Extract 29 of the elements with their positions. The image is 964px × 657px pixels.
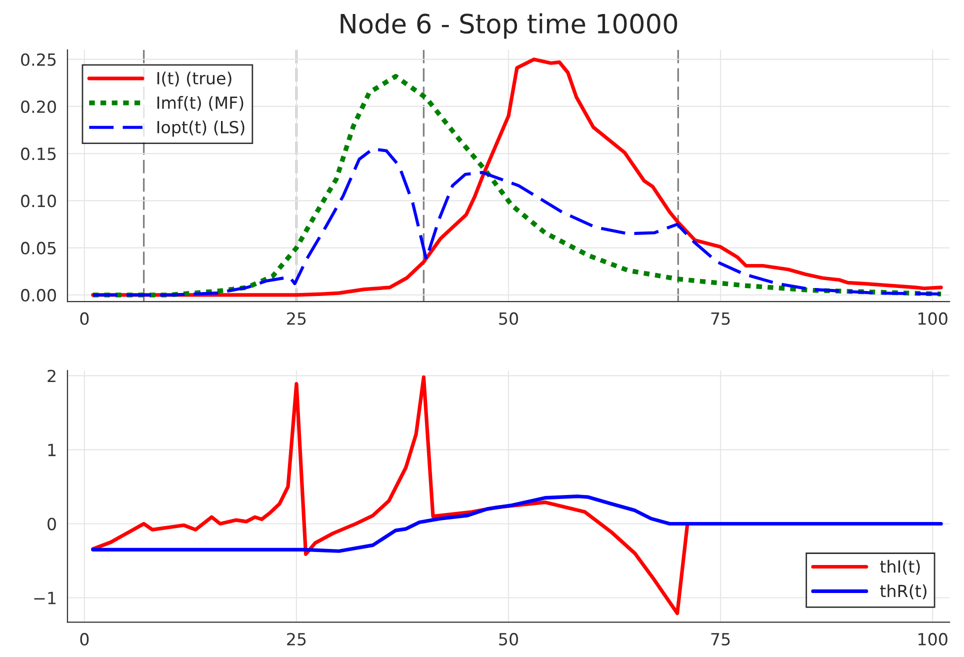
y-tick-label: 0.20 — [21, 100, 56, 114]
x-tick-label: 50 — [499, 632, 518, 646]
legend-label: thR(t) — [880, 584, 926, 600]
x-tick-label: 0 — [80, 632, 89, 646]
line-series — [91, 375, 690, 616]
y-tick-label: 0.05 — [21, 242, 56, 254]
y-tick-label: 1 — [48, 444, 56, 456]
legend-label: Imf(t) (MF) — [157, 96, 244, 111]
line-series — [91, 147, 943, 296]
legend-label: Iopt(t) (LS) — [157, 120, 244, 137]
x-tick-label: 75 — [711, 633, 730, 646]
y-tick-label: 2 — [48, 370, 56, 382]
x-tick-label: 75 — [711, 312, 730, 325]
x-tick-label: 50 — [499, 312, 518, 325]
y-tick-label: 0.15 — [21, 148, 56, 160]
line-series — [91, 494, 943, 553]
legend-label: I(t) (true) — [157, 72, 232, 86]
x-tick-label: 0 — [80, 312, 89, 325]
y-tick-label: 0.25 — [21, 53, 56, 66]
y-tick-label: 0.10 — [21, 194, 56, 208]
y-tick-label: −1 — [34, 592, 56, 604]
x-tick-label: 100 — [918, 632, 948, 646]
y-tick-label: 0.00 — [21, 288, 56, 302]
x-tick-label: 25 — [287, 632, 306, 646]
x-tick-label: 100 — [918, 312, 948, 325]
x-tick-label: 25 — [287, 312, 306, 325]
y-tick-label: 0 — [48, 518, 56, 530]
legend-label: thI(t) — [880, 560, 920, 575]
chart-title: Node 6 - Stop time 10000 — [340, 13, 678, 39]
